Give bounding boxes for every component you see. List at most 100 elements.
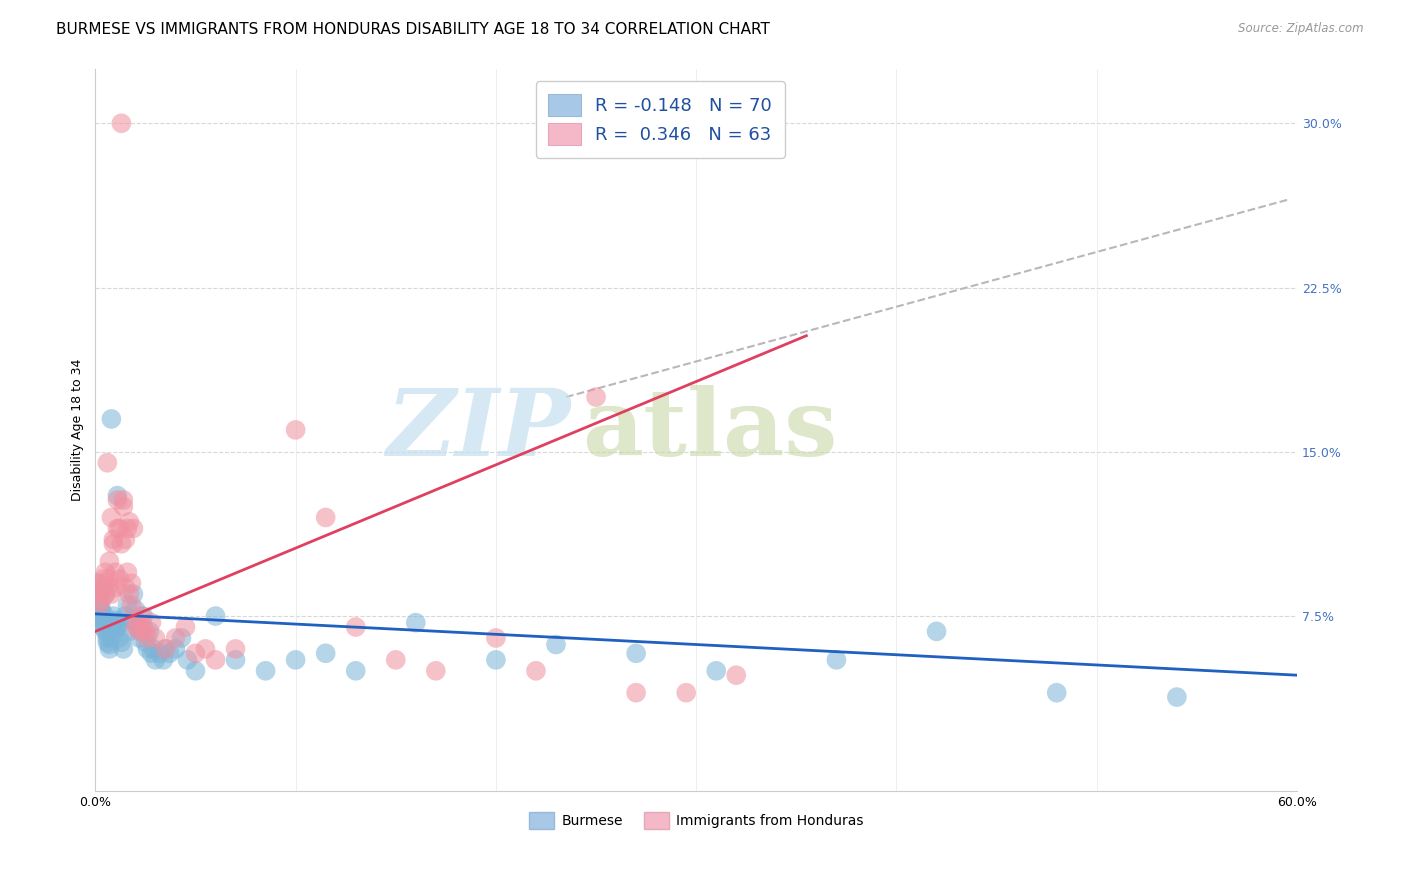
- Point: [90, 602, 112, 616]
- Point: [100, 412, 122, 426]
- Point: [344, 620, 367, 634]
- Point: [96, 635, 118, 649]
- Point: [105, 489, 128, 503]
- Point: [585, 390, 607, 404]
- Point: [134, 635, 156, 649]
- Point: [122, 587, 145, 601]
- Point: [127, 615, 149, 630]
- Point: [98, 638, 121, 652]
- Point: [155, 641, 177, 656]
- Point: [108, 572, 131, 586]
- Text: Source: ZipAtlas.com: Source: ZipAtlas.com: [1239, 22, 1364, 36]
- Point: [825, 653, 848, 667]
- Point: [103, 533, 125, 547]
- Point: [86, 576, 108, 591]
- Point: [86, 587, 108, 601]
- Point: [254, 664, 277, 678]
- Point: [94, 615, 117, 630]
- Text: BURMESE VS IMMIGRANTS FROM HONDURAS DISABILITY AGE 18 TO 34 CORRELATION CHART: BURMESE VS IMMIGRANTS FROM HONDURAS DISA…: [56, 22, 770, 37]
- Point: [110, 537, 132, 551]
- Point: [112, 641, 135, 656]
- Point: [90, 576, 112, 591]
- Point: [925, 624, 948, 639]
- Point: [725, 668, 748, 682]
- Point: [93, 607, 115, 621]
- Point: [136, 641, 159, 656]
- Point: [159, 646, 181, 660]
- Point: [89, 581, 111, 595]
- Point: [103, 609, 125, 624]
- Point: [128, 631, 150, 645]
- Point: [104, 566, 127, 580]
- Point: [93, 572, 115, 586]
- Point: [624, 646, 647, 660]
- Point: [127, 620, 149, 634]
- Point: [344, 664, 367, 678]
- Point: [89, 593, 111, 607]
- Point: [103, 537, 125, 551]
- Point: [94, 587, 117, 601]
- Point: [165, 641, 187, 656]
- Point: [103, 620, 125, 634]
- Point: [131, 609, 153, 624]
- Point: [94, 624, 117, 639]
- Point: [110, 116, 132, 130]
- Point: [155, 641, 177, 656]
- Text: atlas: atlas: [582, 384, 838, 475]
- Point: [165, 631, 187, 645]
- Point: [194, 641, 217, 656]
- Point: [96, 631, 118, 645]
- Point: [96, 581, 118, 595]
- Point: [93, 615, 115, 630]
- Point: [176, 653, 198, 667]
- Point: [675, 686, 697, 700]
- Point: [104, 581, 127, 595]
- Point: [184, 664, 207, 678]
- Y-axis label: Disability Age 18 to 34: Disability Age 18 to 34: [72, 359, 84, 501]
- Point: [141, 615, 163, 630]
- Point: [96, 624, 118, 639]
- Point: [118, 624, 141, 639]
- Point: [225, 653, 247, 667]
- Point: [315, 646, 337, 660]
- Point: [98, 572, 121, 586]
- Point: [94, 566, 117, 580]
- Point: [104, 614, 127, 628]
- Point: [98, 641, 121, 656]
- Point: [96, 456, 118, 470]
- Point: [141, 646, 163, 660]
- Point: [544, 638, 567, 652]
- Point: [118, 587, 141, 601]
- Point: [128, 624, 150, 639]
- Point: [315, 510, 337, 524]
- Point: [136, 631, 159, 645]
- Point: [225, 641, 247, 656]
- Legend: Burmese, Immigrants from Honduras: Burmese, Immigrants from Honduras: [524, 807, 869, 835]
- Point: [108, 615, 131, 630]
- Point: [1166, 690, 1188, 704]
- Point: [93, 620, 115, 634]
- Point: [112, 500, 135, 514]
- Point: [112, 493, 135, 508]
- Point: [184, 646, 207, 660]
- Point: [485, 631, 508, 645]
- Point: [485, 653, 508, 667]
- Point: [284, 423, 307, 437]
- Point: [138, 624, 160, 639]
- Point: [104, 624, 127, 639]
- Point: [170, 631, 193, 645]
- Point: [704, 664, 727, 678]
- Point: [89, 598, 111, 612]
- Text: ZIP: ZIP: [385, 384, 569, 475]
- Point: [114, 609, 136, 624]
- Point: [117, 598, 139, 612]
- Point: [132, 609, 155, 624]
- Point: [108, 631, 131, 645]
- Point: [120, 598, 142, 612]
- Point: [100, 587, 122, 601]
- Point: [384, 653, 406, 667]
- Point: [145, 653, 167, 667]
- Point: [124, 620, 146, 634]
- Point: [105, 521, 128, 535]
- Point: [132, 620, 155, 634]
